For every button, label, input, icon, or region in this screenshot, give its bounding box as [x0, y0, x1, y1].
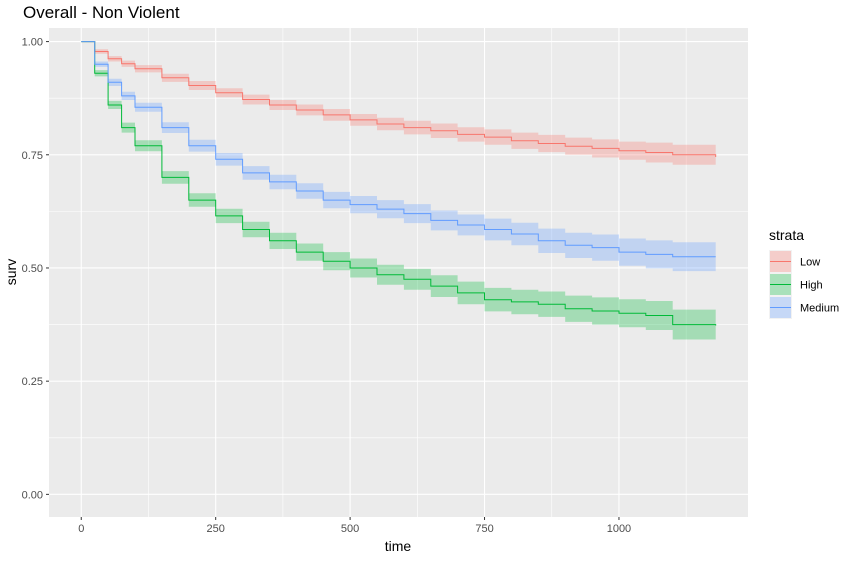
minor-gridlines: [49, 28, 748, 517]
x-tick-label: 0: [78, 523, 84, 535]
band-low: [81, 41, 716, 168]
survival-curves: [81, 41, 717, 326]
legend-title: strata: [769, 227, 804, 243]
x-tick-label: 250: [207, 523, 225, 535]
x-tick-label: 500: [341, 523, 359, 535]
y-axis-title: surv: [3, 259, 19, 285]
y-tick-label: 0.25: [22, 376, 43, 388]
x-tick-label: 1000: [607, 523, 631, 535]
plot-panel: [49, 28, 748, 517]
legend-label-high: High: [800, 280, 823, 292]
curve-high: [81, 41, 717, 326]
band-high: [81, 41, 716, 342]
confidence-bands: [81, 41, 716, 342]
y-tick-label: 0.75: [22, 150, 43, 162]
x-axis: 0 250 500 750 1000: [78, 517, 631, 535]
x-tick-label: 750: [475, 523, 493, 535]
band-medium: [81, 41, 716, 273]
y-axis: 0.00 0.25 0.50 0.75 1.00: [22, 37, 49, 501]
curve-low: [81, 41, 717, 157]
curve-medium: [81, 41, 716, 258]
chart-title: Overall - Non Violent: [23, 3, 180, 22]
y-tick-label: 0.50: [22, 263, 43, 275]
x-axis-title: time: [385, 538, 412, 554]
major-gridlines: [49, 28, 748, 517]
legend: strata Low High Medium: [769, 227, 839, 319]
legend-label-low: Low: [800, 257, 820, 269]
legend-label-medium: Medium: [800, 303, 839, 315]
y-tick-label: 0.00: [22, 489, 43, 501]
y-tick-label: 1.00: [22, 37, 43, 49]
